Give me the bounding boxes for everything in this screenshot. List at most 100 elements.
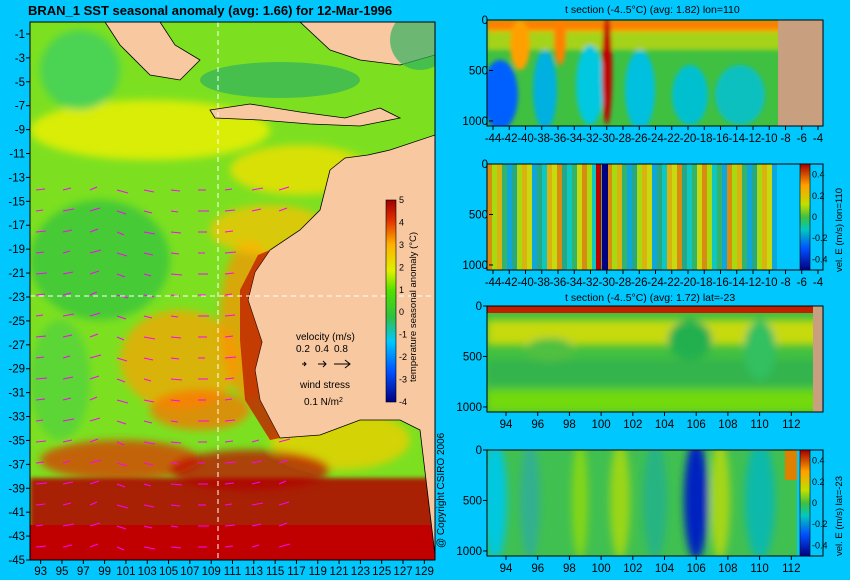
section-y-tick-label: 1000 bbox=[456, 546, 482, 558]
velocity-arrow bbox=[62, 355, 71, 359]
map-y-tick-label: -23 bbox=[8, 292, 25, 304]
section-x-tick-label: 108 bbox=[718, 419, 737, 431]
velocity-stripe bbox=[547, 164, 552, 270]
velocity-arrow bbox=[170, 504, 181, 507]
colorbar-tick-label: 3 bbox=[399, 240, 404, 250]
velocity-arrow bbox=[278, 186, 290, 191]
section-y-tick-label: 1000 bbox=[462, 260, 488, 272]
velocity-colorbar-tick: 0 bbox=[812, 212, 817, 222]
velocity-arrow bbox=[89, 417, 101, 422]
colorbar-tick-label: 2 bbox=[399, 262, 404, 272]
map-x-tick-label: 105 bbox=[159, 566, 178, 578]
section-x-tick-label: -26 bbox=[631, 133, 648, 145]
section-y-tick-label: 0 bbox=[482, 159, 488, 171]
map-y-tick-label: -21 bbox=[8, 268, 25, 280]
section-x-tick-label: -8 bbox=[780, 277, 790, 289]
velocity-stripe bbox=[557, 164, 562, 270]
velocity-colorbar-tick: -0.2 bbox=[812, 233, 828, 243]
velocity-arrow bbox=[224, 461, 237, 464]
velocity-arrow bbox=[116, 504, 129, 509]
temperature-section-lat-minus-23: 94 96 98 100 102 104 106 108 110 112 0 500 1000 bbox=[456, 301, 824, 431]
velocity-arrow bbox=[224, 314, 236, 317]
section-x-tick-label: -42 bbox=[501, 133, 518, 145]
velocity-stripe bbox=[572, 164, 577, 270]
velocity-arrow bbox=[116, 315, 127, 320]
velocity-arrow bbox=[224, 251, 237, 254]
section-x-tick-label: -36 bbox=[550, 133, 567, 145]
velocity-arrow bbox=[62, 208, 75, 212]
map-y-tick-label: -27 bbox=[8, 340, 25, 352]
section-y-tick-label: 0 bbox=[482, 15, 488, 27]
velocity-arrow bbox=[35, 482, 48, 485]
section-x-tick-label: 100 bbox=[592, 419, 611, 431]
velocity-arrow bbox=[89, 396, 98, 401]
velocity-arrow bbox=[224, 503, 233, 506]
velocity-arrow bbox=[251, 544, 260, 548]
velocity-arrow bbox=[89, 480, 100, 485]
map-x-tick-label: 123 bbox=[351, 566, 370, 578]
map-x-tick-label: 125 bbox=[372, 566, 391, 578]
velocity-arrow bbox=[224, 419, 236, 422]
section-x-tick-label: -42 bbox=[501, 277, 518, 289]
map-x-tick-label: 95 bbox=[56, 566, 69, 578]
velocity-arrow bbox=[170, 420, 179, 423]
velocity-scale-1: 0.2 bbox=[296, 344, 310, 355]
section-x-tick-label: -36 bbox=[550, 277, 567, 289]
map-x-tick-label: 97 bbox=[77, 566, 90, 578]
velocity-arrow bbox=[224, 272, 235, 275]
velocity-arrow bbox=[116, 462, 128, 467]
velocity-arrow bbox=[170, 378, 183, 381]
copyright-text: @ Copyright CSIRO 2006 bbox=[436, 432, 447, 548]
temperature-colorbar bbox=[385, 199, 397, 403]
section-x-tick-label: -18 bbox=[696, 133, 713, 145]
section-x-tick-label: -12 bbox=[745, 133, 762, 145]
velocity-arrow bbox=[143, 231, 156, 235]
velocity-stripe bbox=[652, 164, 657, 270]
map-title: BRAN_1 SST seasonal anomaly (avg: 1.66) … bbox=[28, 3, 393, 18]
map-y-tick-label: -41 bbox=[8, 507, 25, 519]
section-x-tick-label: -10 bbox=[761, 277, 778, 289]
velocity-colorbar-tick: 0 bbox=[812, 498, 817, 508]
velocity-arrow bbox=[35, 335, 47, 338]
velocity-arrow bbox=[116, 336, 125, 341]
section-x-tick-label: -26 bbox=[631, 277, 648, 289]
section-x-tick-label: 98 bbox=[563, 419, 576, 431]
velocity-arrow bbox=[143, 525, 153, 529]
velocity-stripe bbox=[607, 164, 612, 270]
velocity-stripe bbox=[762, 164, 767, 270]
velocity-arrow bbox=[89, 228, 99, 233]
velocity-arrow bbox=[35, 188, 46, 191]
velocity-arrow bbox=[224, 335, 234, 338]
section-x-tick-label: -14 bbox=[728, 277, 745, 289]
velocity-stripe bbox=[677, 164, 682, 270]
velocity-arrow bbox=[170, 483, 183, 486]
velocity-arrow bbox=[35, 314, 44, 317]
velocity-arrow bbox=[35, 356, 45, 359]
t-lat-section-title: t section (-4..5°C) (avg: 1.72) lat=-23 bbox=[565, 292, 736, 304]
section-x-tick-label: -28 bbox=[615, 277, 632, 289]
velocity-arrow bbox=[116, 210, 127, 215]
velocity-arrow bbox=[116, 378, 126, 383]
velocity-stripe bbox=[697, 164, 702, 270]
velocity-arrow bbox=[170, 525, 179, 528]
velocity-stripe bbox=[522, 164, 527, 270]
map-x-tick-label: 113 bbox=[245, 566, 263, 578]
velocity-arrow bbox=[116, 252, 128, 257]
velocity-arrow bbox=[35, 419, 44, 422]
map-x-tick-label: 121 bbox=[329, 566, 348, 578]
velocity-stripe bbox=[527, 164, 532, 270]
velocity-arrow bbox=[89, 543, 99, 548]
velocity-stripe bbox=[582, 164, 587, 270]
map-y-tick-label: -29 bbox=[8, 364, 25, 376]
velocity-arrow bbox=[62, 334, 73, 338]
velocity-stripe bbox=[647, 164, 652, 270]
map-y-tick-label: -11 bbox=[9, 149, 25, 161]
map-y-tick-label: -17 bbox=[8, 220, 25, 232]
velocity-colorbar-tick: 0.2 bbox=[812, 191, 825, 201]
section-y-tick-label: 0 bbox=[476, 445, 482, 457]
velocity-stripe bbox=[512, 164, 517, 270]
velocity-arrow bbox=[89, 249, 102, 254]
section-x-tick-label: 112 bbox=[782, 563, 800, 575]
velocity-arrow bbox=[116, 483, 126, 488]
